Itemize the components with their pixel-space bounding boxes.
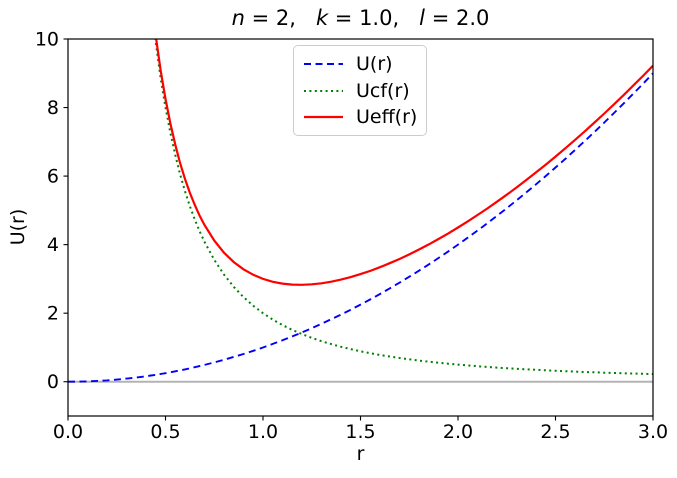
x-tick-label: 0.0 bbox=[53, 421, 83, 443]
x-tick-label: 3.0 bbox=[638, 421, 668, 443]
y-axis-label: U(r) bbox=[7, 208, 29, 246]
y-tick-label: 6 bbox=[47, 166, 59, 188]
legend-label: U(r) bbox=[356, 53, 393, 76]
legend-label: Ueff(r) bbox=[356, 105, 418, 128]
y-tick-label: 0 bbox=[47, 371, 59, 393]
legend-line-sample bbox=[304, 89, 343, 92]
title-symbol: k bbox=[315, 6, 329, 30]
x-tick-label: 2.0 bbox=[443, 421, 473, 443]
y-tick-label: 8 bbox=[47, 97, 59, 119]
curve-ueffr bbox=[155, 39, 653, 286]
x-axis-label: r bbox=[356, 443, 365, 465]
y-tick-label: 2 bbox=[47, 303, 59, 325]
legend: U(r) Ucf(r) Ueff(r) bbox=[293, 45, 427, 136]
x-tick-label: 2.5 bbox=[540, 421, 570, 443]
title-symbol: l bbox=[419, 6, 426, 30]
x-tick-label: 1.0 bbox=[248, 421, 278, 443]
plot-title: n = 2, k = 1.0, l = 2.0 bbox=[231, 6, 490, 30]
legend-line-sample bbox=[304, 63, 343, 66]
legend-line-sample bbox=[304, 115, 343, 118]
legend-item: Ueff(r) bbox=[303, 106, 420, 128]
x-tick-label: 1.5 bbox=[345, 421, 375, 443]
legend-item: U(r) bbox=[303, 53, 420, 75]
y-tick-label: 4 bbox=[47, 234, 59, 256]
title-symbol: n bbox=[231, 6, 245, 30]
curve-ur bbox=[68, 72, 653, 383]
x-tick-label: 0.5 bbox=[150, 421, 180, 443]
legend-item: Ucf(r) bbox=[303, 80, 420, 102]
legend-label: Ucf(r) bbox=[356, 79, 410, 102]
y-tick-label: 10 bbox=[35, 29, 59, 51]
